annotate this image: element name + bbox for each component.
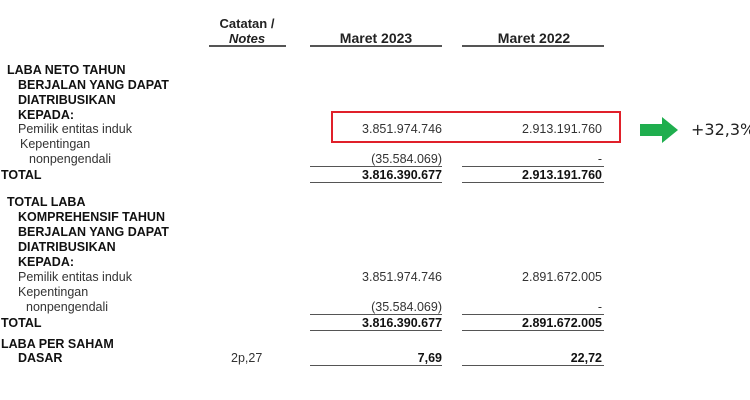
section1-total-label: TOTAL: [1, 168, 42, 182]
header-2023-underline: [310, 45, 442, 47]
section2-title-line3: BERJALAN YANG DAPAT: [18, 225, 169, 239]
section1-title-line4: KEPADA:: [18, 108, 75, 122]
section1-total-2023: 3.816.390.677: [362, 168, 442, 182]
section1-total-2022: 2.913.191.760: [522, 168, 602, 182]
section2-total-2022: 2.891.672.005: [522, 316, 602, 330]
section2-total-line-2023: [310, 330, 442, 331]
section2-row-nci-2022: -: [597, 300, 602, 314]
section1-subtotal-line-2023: [310, 166, 442, 167]
section2-title-line1: TOTAL LABA: [7, 195, 86, 209]
column-header-2022: Maret 2022: [497, 30, 571, 46]
section3-row-2022: 22,72: [570, 351, 602, 365]
section2-total-2023: 3.816.390.677: [362, 316, 442, 330]
notes-header-line2: Notes: [228, 31, 266, 46]
column-header-2023: Maret 2023: [339, 30, 413, 46]
section3-line-2022: [462, 365, 604, 366]
column-header-notes: Catatan / Notes: [208, 16, 286, 46]
section2-total-line-2022: [462, 330, 604, 331]
section2-row-parent-2023: 3.851.974.746: [362, 270, 442, 284]
section1-total-line-2022: [462, 182, 604, 183]
header-2022-underline: [462, 45, 604, 47]
section3-title: LABA PER SAHAM: [1, 337, 114, 351]
section1-title-line1: LABA NETO TAHUN: [7, 63, 126, 77]
section2-total-label: TOTAL: [1, 316, 42, 330]
section1-title-line2: BERJALAN YANG DAPAT: [18, 78, 169, 92]
right-arrow-icon: [640, 117, 678, 143]
section2-row-parent-label: Pemilik entitas induk: [18, 270, 132, 284]
section1-subtotal-line-2022: [462, 166, 604, 167]
section3-row-label: DASAR: [18, 351, 63, 365]
section1-title-line3: DIATRIBUSIKAN: [18, 93, 116, 107]
section3-line-2023: [310, 365, 442, 366]
section1-row-nci-label1: Kepentingan: [20, 137, 91, 151]
section1-row-parent-label: Pemilik entitas induk: [18, 122, 132, 136]
section3-row-notes: 2p,27: [231, 351, 263, 365]
section2-title-line2: KOMPREHENSIF TAHUN: [18, 210, 165, 224]
section1-row-parent-2022: 2.913.191.760: [522, 122, 602, 136]
section2-subtotal-line-2022: [462, 314, 604, 315]
section1-row-nci-2022: -: [597, 152, 602, 166]
section2-row-nci-label1: Kepentingan: [18, 285, 89, 299]
section1-row-nci-label2: nonpengendali: [29, 152, 112, 166]
highlight-box: [331, 111, 621, 143]
section1-row-parent-2023: 3.851.974.746: [362, 122, 442, 136]
section2-row-nci-label2: nonpengendali: [26, 300, 109, 314]
section2-title-line5: KEPADA:: [18, 255, 75, 269]
section2-subtotal-line-2023: [310, 314, 442, 315]
notes-header-underline: [209, 45, 286, 47]
section2-row-parent-2022: 2.891.672.005: [522, 270, 602, 284]
section2-row-nci-2023: (35.584.069): [371, 300, 442, 314]
section1-total-line-2023: [310, 182, 442, 183]
notes-header-line1: Catatan /: [219, 16, 275, 31]
section1-row-nci-2023: (35.584.069): [371, 152, 442, 166]
section3-row-2023: 7,69: [417, 351, 442, 365]
section2-title-line4: DIATRIBUSIKAN: [18, 240, 116, 254]
growth-percentage: +32,3%: [691, 120, 750, 139]
